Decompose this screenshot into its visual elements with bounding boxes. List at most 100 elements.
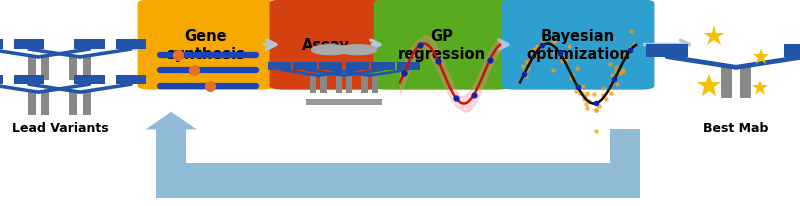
Bar (156, 163, 640, 198)
Point (520, 69, 533, 72)
Bar (310, 76, 316, 94)
Point (577, 85, 590, 88)
Bar (41, 58, 50, 81)
Point (547, 40, 560, 43)
Point (587, 93, 600, 96)
Point (531, 56, 544, 60)
FancyBboxPatch shape (138, 0, 274, 90)
Point (527, 48, 540, 52)
Point (625, 30, 638, 33)
Bar (362, 76, 367, 94)
FancyBboxPatch shape (270, 0, 382, 90)
Bar (41, 93, 50, 115)
Point (605, 92, 618, 95)
Point (592, 104, 605, 108)
Point (529, 48, 542, 52)
Point (575, 91, 588, 95)
Point (610, 70, 623, 73)
Point (537, 38, 550, 41)
Point (523, 50, 536, 53)
Point (617, 69, 630, 73)
Circle shape (311, 46, 350, 55)
FancyBboxPatch shape (374, 0, 510, 90)
Bar (346, 63, 369, 70)
Bar (74, 75, 105, 85)
Bar (319, 63, 342, 70)
Point (605, 83, 618, 87)
Text: GP
regression: GP regression (398, 29, 486, 62)
Bar (371, 63, 394, 70)
Point (623, 47, 636, 50)
Text: Best Mab: Best Mab (703, 121, 769, 134)
Text: Assay: Assay (302, 38, 350, 53)
Bar (336, 76, 342, 94)
Bar (0, 40, 2, 50)
Point (578, 98, 590, 101)
Point (546, 69, 559, 72)
Bar (306, 99, 382, 105)
Point (604, 63, 617, 66)
Point (597, 87, 610, 90)
Bar (610, 130, 640, 198)
Point (555, 60, 568, 63)
Point (536, 39, 549, 43)
Point (590, 109, 602, 112)
Point (615, 54, 628, 57)
Bar (0, 75, 2, 85)
Point (600, 98, 613, 101)
Point (548, 41, 561, 44)
Point (628, 43, 641, 46)
Point (548, 52, 561, 56)
Bar (646, 44, 688, 57)
Point (529, 54, 542, 57)
Point (610, 66, 622, 70)
Point (521, 61, 534, 64)
Polygon shape (146, 112, 197, 130)
Point (611, 83, 624, 86)
Bar (116, 75, 146, 85)
Point (580, 107, 593, 110)
Point (614, 71, 626, 75)
Point (590, 109, 602, 112)
Bar (397, 63, 420, 70)
Bar (69, 58, 78, 81)
Point (532, 48, 545, 51)
Text: Bayesian
optimization: Bayesian optimization (526, 29, 630, 62)
Point (522, 67, 534, 70)
Point (559, 59, 572, 62)
Bar (156, 130, 186, 198)
Bar (321, 76, 326, 94)
Bar (372, 76, 378, 94)
Point (581, 91, 594, 95)
Bar (27, 93, 36, 115)
Point (597, 94, 610, 97)
Text: Lead Variants: Lead Variants (12, 121, 108, 134)
Point (574, 92, 586, 96)
Bar (116, 40, 146, 50)
Point (570, 67, 583, 70)
Point (564, 77, 577, 81)
Bar (346, 76, 352, 94)
Point (566, 74, 578, 77)
Point (583, 100, 596, 103)
Bar (69, 93, 78, 115)
Point (590, 130, 603, 133)
Point (530, 46, 543, 49)
Point (570, 89, 582, 93)
Bar (722, 68, 732, 99)
Point (522, 60, 534, 63)
Bar (294, 63, 317, 70)
Bar (82, 58, 91, 81)
Bar (27, 58, 36, 81)
Bar (82, 93, 91, 115)
Point (579, 102, 592, 106)
Bar (784, 44, 800, 57)
Point (519, 75, 532, 79)
Point (578, 95, 591, 98)
Bar (740, 68, 750, 99)
Point (562, 46, 575, 49)
Bar (14, 40, 44, 50)
Point (606, 74, 619, 77)
FancyBboxPatch shape (502, 0, 654, 90)
Point (522, 61, 534, 65)
